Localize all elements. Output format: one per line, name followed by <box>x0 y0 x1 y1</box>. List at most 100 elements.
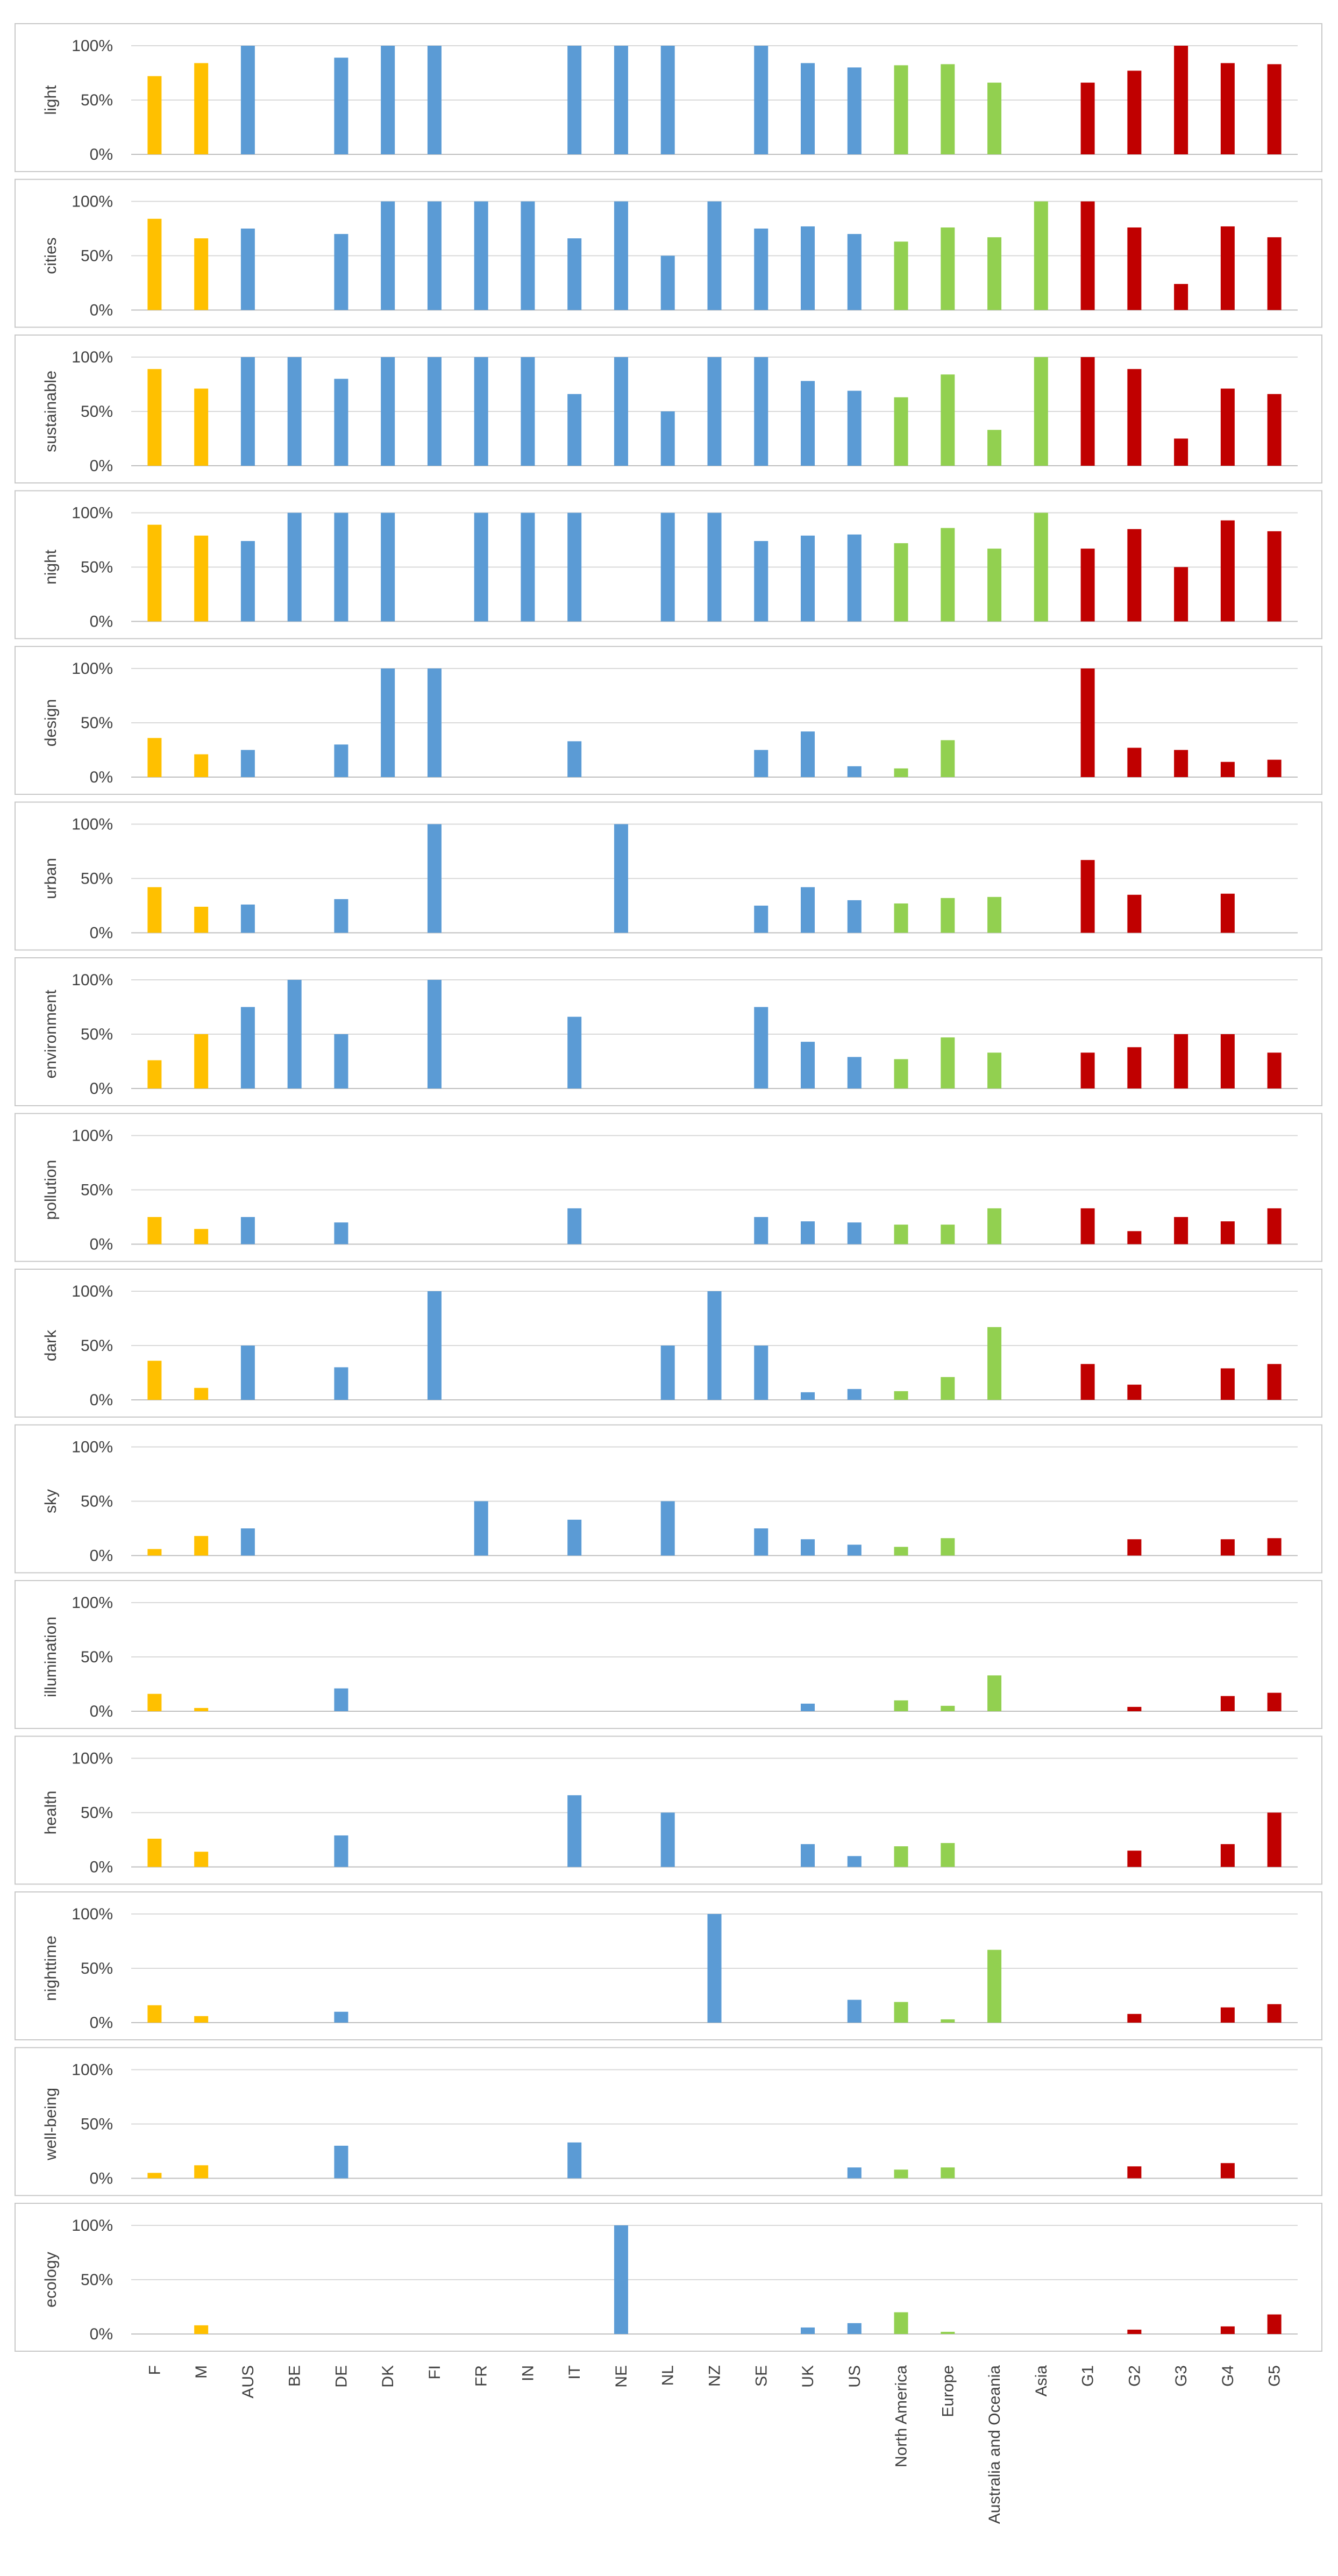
y-tick-label: 50% <box>81 247 113 265</box>
bar-design-aus <box>240 750 255 777</box>
panel-dark: 0% 50% 100% dark <box>15 1269 1322 1418</box>
bar-urban-g2 <box>1127 894 1142 933</box>
bar-health-it <box>567 1795 582 1867</box>
category-label: DK <box>379 2365 397 2388</box>
bar-pollution-se <box>754 1217 768 1244</box>
bar-light-dk <box>381 46 395 154</box>
category-label: BE <box>286 2365 304 2387</box>
panel-health: 0% 50% 100% health <box>15 1735 1322 1885</box>
bar-light-it <box>567 46 582 154</box>
y-tick-label: 0% <box>90 2170 113 2188</box>
bar-cities-dk <box>381 201 395 310</box>
bar-ecology-europe <box>941 2331 955 2334</box>
y-tick-label: 100% <box>72 2217 113 2235</box>
bar-health-g2 <box>1127 1851 1142 1867</box>
bar-design-de <box>334 744 348 777</box>
series-label: ecology <box>42 2252 60 2307</box>
bar-dark-fi <box>427 1291 442 1400</box>
bar-health-g4 <box>1220 1844 1235 1867</box>
category-label: North America <box>893 2365 910 2467</box>
bar-health-m <box>194 1852 209 1867</box>
bar-night-asia <box>1034 513 1048 622</box>
bar-sustainable-us <box>847 390 862 466</box>
bar-environment-australia-and-oceania <box>987 1052 1002 1088</box>
bar-night-g3 <box>1174 567 1188 622</box>
bar-sustainable-f <box>147 369 162 466</box>
category-label: G3 <box>1172 2365 1190 2387</box>
bar-night-se <box>754 541 768 622</box>
category-label: G2 <box>1126 2365 1143 2387</box>
category-label: Australia and Oceania <box>986 2365 1004 2524</box>
category-label: Europe <box>939 2365 957 2417</box>
category-label: G1 <box>1079 2365 1097 2387</box>
y-tick-label: 50% <box>81 1337 113 1355</box>
series-label: health <box>42 1791 60 1835</box>
bar-cities-uk <box>801 226 815 310</box>
bar-light-uk <box>801 63 815 154</box>
bar-night-north-america <box>894 543 908 622</box>
bar-light-de <box>334 58 348 154</box>
category-label: DE <box>332 2365 350 2388</box>
category-label: IT <box>566 2365 583 2380</box>
bar-ecology-g4 <box>1220 2326 1235 2334</box>
bar-sustainable-g5 <box>1267 394 1282 466</box>
bar-environment-g3 <box>1174 1034 1188 1088</box>
bar-sustainable-it <box>567 394 582 466</box>
bar-night-australia-and-oceania <box>987 549 1002 622</box>
bar-design-g4 <box>1220 762 1235 777</box>
series-label: urban <box>42 858 60 899</box>
bar-nighttime-g4 <box>1220 2007 1235 2023</box>
bar-design-europe <box>941 740 955 777</box>
bar-cities-aus <box>240 229 255 310</box>
bar-night-aus <box>240 541 255 622</box>
bar-cities-nz <box>707 201 722 310</box>
panel-border <box>15 646 1322 795</box>
bar-sustainable-nl <box>660 411 675 466</box>
y-tick-label: 100% <box>72 1905 113 1923</box>
panel-night: 0% 50% 100% night <box>15 490 1322 639</box>
y-tick-label: 0% <box>90 2014 113 2032</box>
bar-health-f <box>147 1838 162 1867</box>
bar-urban-europe <box>941 898 955 933</box>
category-label: M <box>193 2365 210 2379</box>
bar-health-us <box>847 1856 862 1867</box>
bar-light-g4 <box>1220 63 1235 154</box>
bar-nighttime-us <box>847 1999 862 2023</box>
bar-environment-europe <box>941 1037 955 1088</box>
bar-night-uk <box>801 535 815 622</box>
bar-ecology-g5 <box>1267 2314 1282 2334</box>
y-tick-label: 0% <box>90 1236 113 1254</box>
panel-border <box>15 801 1322 951</box>
bar-cities-europe <box>941 227 955 310</box>
bar-light-f <box>147 76 162 154</box>
bar-health-uk <box>801 1844 815 1867</box>
bar-dark-nl <box>660 1346 675 1400</box>
bar-sustainable-dk <box>381 357 395 466</box>
bar-environment-g4 <box>1220 1034 1235 1088</box>
bar-nighttime-north-america <box>894 2002 908 2023</box>
bar-pollution-g2 <box>1127 1231 1142 1244</box>
bar-night-be <box>287 513 302 622</box>
bar-cities-fr <box>474 201 488 310</box>
bar-cities-fi <box>427 201 442 310</box>
bar-sustainable-asia <box>1034 357 1048 466</box>
bar-sky-north-america <box>894 1547 908 1556</box>
bar-well-being-it <box>567 2142 582 2179</box>
panel-sustainable: 0% 50% 100% sustainable <box>15 335 1322 483</box>
y-tick-label: 50% <box>81 2271 113 2289</box>
bar-urban-de <box>334 899 348 933</box>
y-tick-label: 0% <box>90 768 113 786</box>
panel-illumination: 0% 50% 100% illumination <box>15 1580 1322 1729</box>
category-label: NE <box>613 2365 630 2388</box>
bar-pollution-north-america <box>894 1225 908 1244</box>
bar-sustainable-g1 <box>1080 357 1095 466</box>
bar-light-g1 <box>1080 82 1095 154</box>
bar-sky-europe <box>941 1538 955 1556</box>
bar-design-fi <box>427 668 442 777</box>
bar-well-being-g2 <box>1127 2166 1142 2179</box>
bar-dark-g1 <box>1080 1364 1095 1400</box>
bar-well-being-m <box>194 2165 209 2179</box>
bar-health-north-america <box>894 1846 908 1867</box>
bar-nighttime-f <box>147 2005 162 2023</box>
bar-night-us <box>847 534 862 622</box>
